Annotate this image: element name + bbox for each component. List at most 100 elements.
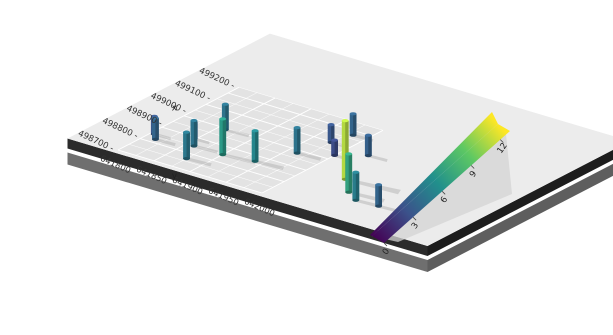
column-top: [221, 102, 229, 106]
column-top: [152, 116, 159, 120]
column-body: [221, 104, 229, 130]
colorbar-tick: [383, 242, 388, 247]
column-base: [293, 151, 301, 155]
data-column: [219, 117, 227, 157]
column-base: [183, 157, 190, 161]
column-side: [155, 118, 159, 140]
data-column: [152, 116, 159, 141]
grid-line-y: [261, 129, 384, 194]
colorbar-tick: [500, 139, 504, 143]
grid-line-y: [153, 97, 276, 162]
column-side: [345, 120, 349, 180]
data-column: [364, 133, 372, 158]
grid-line-x: [205, 103, 351, 148]
column-base: [349, 133, 357, 137]
column-shadow: [220, 153, 257, 165]
colorbar-ramp: [370, 112, 498, 236]
grid-line-x: [139, 138, 285, 183]
column-side: [348, 153, 353, 193]
column-side: [186, 132, 190, 159]
column-top: [375, 183, 382, 187]
column-side: [353, 113, 357, 136]
column-top: [349, 112, 357, 116]
colorbar-tick-label: 0: [381, 247, 392, 257]
data-column: [190, 118, 198, 148]
grid-line-x: [117, 149, 263, 194]
column-side: [331, 124, 335, 143]
grid-line-y: [189, 108, 312, 172]
column-base: [190, 144, 198, 148]
column-top: [331, 138, 338, 142]
data-column: [349, 112, 357, 137]
colorbar-face: [372, 124, 510, 243]
column-shadow: [376, 205, 399, 213]
colorbar-tick: [412, 216, 417, 221]
column-shadow: [191, 145, 219, 154]
grid-line-y: [207, 113, 330, 178]
column-side: [355, 172, 360, 201]
colorbar-tick: [470, 165, 475, 169]
data-column: [331, 138, 338, 157]
column-shadow: [295, 152, 322, 161]
column-base: [219, 153, 227, 157]
column-shadow: [253, 160, 285, 170]
colorbar-tick-label: 3: [410, 221, 421, 231]
x-axis-title: x: [172, 103, 178, 113]
column-shadow: [184, 157, 212, 167]
column-side: [334, 140, 338, 156]
column-body: [345, 153, 353, 193]
column-top: [327, 123, 335, 127]
data-column: [375, 183, 382, 208]
column-side: [297, 127, 301, 154]
data-column: [293, 126, 301, 155]
grid-line-x: [216, 98, 362, 142]
grid-line-x: [194, 109, 340, 154]
grid-line-y: [117, 86, 240, 151]
column-top: [183, 130, 190, 134]
column-top: [293, 126, 301, 130]
column-shadow: [153, 138, 176, 147]
column-side: [368, 135, 372, 156]
colorbar-tick-label: 9: [468, 169, 479, 179]
column-shadow: [366, 154, 388, 162]
column-side: [225, 104, 229, 130]
column-side: [255, 130, 259, 162]
column-side: [222, 118, 227, 155]
column-base: [251, 159, 259, 163]
colorbar-tick: [441, 191, 446, 195]
column-side: [378, 184, 382, 207]
column-top: [341, 119, 349, 123]
data-column: [251, 129, 259, 163]
column-base: [152, 137, 159, 141]
column-top: [364, 133, 372, 137]
platform-edge-front: [67, 138, 428, 256]
platform-edge-side: [427, 149, 613, 256]
data-column: [352, 170, 360, 202]
data-column: [183, 130, 190, 161]
column-base: [331, 153, 338, 157]
colorbar-tick-label: 6: [439, 195, 450, 205]
platform-shadow-front: [67, 152, 428, 272]
column-top: [190, 118, 198, 123]
column-shadow: [223, 128, 250, 138]
column-top: [251, 129, 259, 133]
platform-shadow-side: [427, 163, 613, 272]
grid-line-y: [171, 103, 294, 167]
column-top: [345, 152, 353, 156]
grid-line-x: [128, 144, 274, 188]
grid-line-y: [225, 119, 348, 183]
data-columns: [150, 102, 382, 208]
column-base: [375, 204, 382, 208]
data-column: [345, 152, 353, 194]
column-top: [352, 170, 360, 174]
column-body: [341, 120, 349, 180]
column-top: [219, 117, 227, 121]
column-side: [193, 120, 198, 146]
y-axis-title: y: [172, 172, 178, 182]
column-base: [345, 190, 353, 194]
column-base: [352, 198, 360, 202]
column-base: [364, 154, 372, 158]
grid-line-x: [238, 87, 384, 131]
